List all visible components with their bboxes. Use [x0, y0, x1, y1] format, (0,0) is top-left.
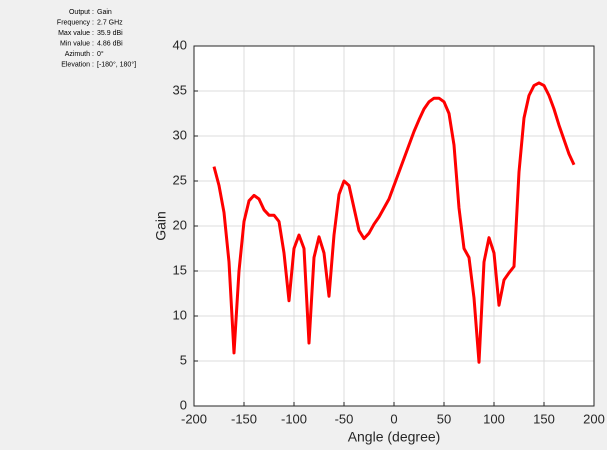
info-label: Elevation — [61, 61, 90, 68]
x-tick-label: 100 — [483, 411, 505, 426]
y-tick-label: 0 — [180, 397, 187, 412]
info-colon: : — [92, 51, 94, 58]
info-label: Frequency — [57, 19, 91, 26]
info-colon: : — [92, 9, 94, 16]
y-axis-label: Gain — [153, 211, 169, 241]
info-label: Max value — [58, 30, 90, 37]
y-tick-label: 20 — [173, 217, 187, 232]
info-value: Gain — [97, 9, 112, 16]
info-value: 4.86 dBi — [97, 40, 123, 47]
y-tick-label: 15 — [173, 262, 187, 277]
info-label: Min value — [60, 40, 90, 47]
y-tick-label: 35 — [173, 82, 187, 97]
x-tick-label: -200 — [181, 411, 207, 426]
y-tick-label: 40 — [173, 37, 187, 52]
y-tick-label: 10 — [173, 307, 187, 322]
info-value: 0° — [97, 50, 104, 58]
info-value: 35.9 dBi — [97, 30, 123, 37]
info-label: Output — [69, 9, 90, 16]
x-tick-label: -100 — [281, 411, 307, 426]
info-label: Azimuth — [65, 51, 90, 58]
x-tick-label: 50 — [437, 411, 451, 426]
x-axis-label: Angle (degree) — [348, 429, 441, 445]
x-tick-label: -150 — [231, 411, 257, 426]
x-tick-label: -50 — [335, 411, 354, 426]
x-tick-label: 200 — [583, 411, 605, 426]
data-line — [212, 81, 576, 364]
x-tick-label: 150 — [533, 411, 555, 426]
info-colon: : — [92, 40, 94, 47]
x-tick-label: 0 — [390, 411, 397, 426]
info-value: [-180°, 180°] — [97, 60, 136, 68]
y-tick-label: 25 — [173, 172, 187, 187]
info-colon: : — [92, 30, 94, 37]
info-colon: : — [92, 19, 94, 26]
y-tick-label: 5 — [180, 352, 187, 367]
info-value: 2.7 GHz — [97, 19, 123, 26]
y-tick-label: 30 — [173, 127, 187, 142]
info-colon: : — [92, 61, 94, 68]
